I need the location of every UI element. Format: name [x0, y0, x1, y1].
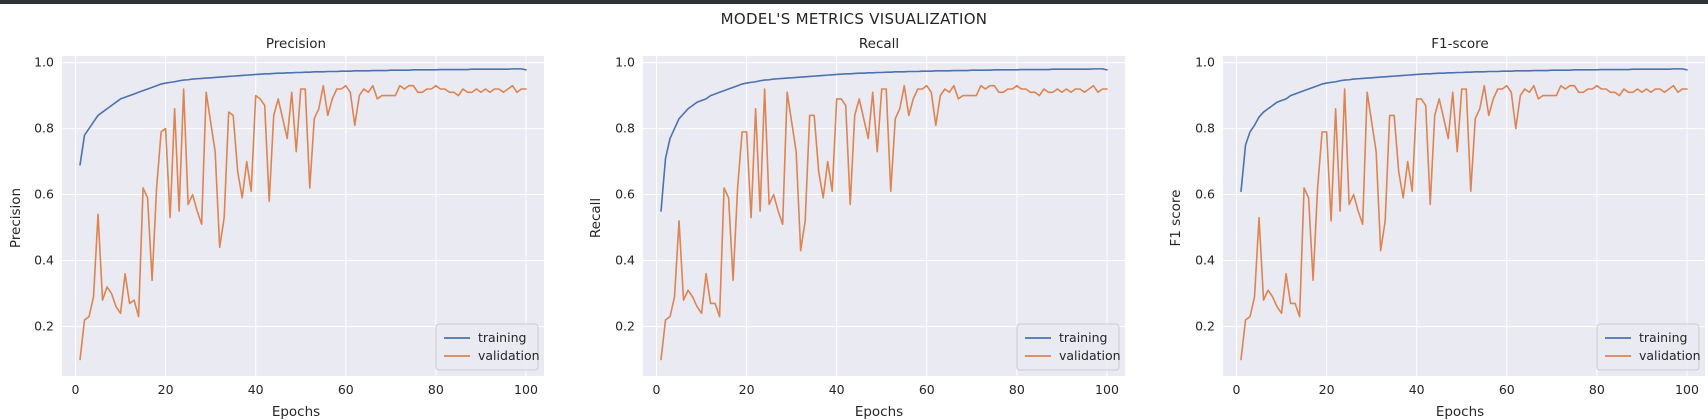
- x-axis-label: Epochs: [855, 404, 903, 420]
- x-tick-label: 40: [248, 382, 264, 397]
- legend: training validation: [1596, 323, 1701, 371]
- x-tick-label: 100: [514, 382, 538, 397]
- x-tick-label: 60: [1499, 382, 1515, 397]
- y-tick-label: 0.8: [615, 121, 635, 136]
- x-tick-label: 40: [1409, 382, 1425, 397]
- validation-line: [1240, 84, 1688, 361]
- f1-score-chart: F1-score 0 20 40 60 80 100 0.2 0.4 0.6 0.8 1.0 Epo…: [1168, 36, 1705, 420]
- legend-label-training: training: [1059, 330, 1107, 345]
- y-tick-label: 0.6: [1195, 187, 1215, 202]
- y-axis-label: Precision: [8, 188, 24, 248]
- legend-label-validation: validation: [1059, 348, 1121, 363]
- y-tick-label: 0.4: [615, 253, 635, 268]
- legend-label-validation: validation: [1639, 348, 1701, 363]
- y-tick-label: 0.8: [34, 121, 54, 136]
- x-tick-label: 0: [653, 382, 661, 397]
- x-tick-label: 20: [1319, 382, 1335, 397]
- window-top-bar: [0, 0, 1708, 4]
- chart-title: F1-score: [1431, 36, 1489, 52]
- y-tick-label: 0.4: [1195, 253, 1215, 268]
- x-tick-label: 40: [829, 382, 845, 397]
- y-tick-label: 0.2: [615, 319, 635, 334]
- x-tick-label: 60: [919, 382, 935, 397]
- y-axis-label: F1 score: [1168, 190, 1184, 247]
- validation-line: [79, 84, 527, 361]
- x-tick-label: 60: [338, 382, 354, 397]
- x-axis-label: Epochs: [1436, 404, 1484, 420]
- y-tick-label: 0.2: [34, 319, 54, 334]
- plot-area: 0 20 40 60 80 100 0.2 0.4 0.6 0.8 1.0: [1195, 55, 1705, 397]
- y-tick-label: 0.6: [615, 187, 635, 202]
- legend-box: [1016, 323, 1120, 371]
- y-tick-label: 1.0: [1195, 55, 1215, 70]
- validation-line: [660, 84, 1108, 361]
- legend-label-training: training: [1639, 330, 1687, 345]
- legend: training validation: [435, 323, 540, 371]
- y-tick-label: 1.0: [34, 55, 54, 70]
- legend: training validation: [1016, 323, 1121, 371]
- x-tick-label: 0: [72, 382, 80, 397]
- x-tick-label: 80: [1009, 382, 1025, 397]
- y-tick-label: 1.0: [615, 55, 635, 70]
- x-tick-label: 80: [428, 382, 444, 397]
- y-tick-label: 0.2: [1195, 319, 1215, 334]
- training-line: [660, 68, 1108, 212]
- training-line: [1240, 68, 1688, 193]
- plot-area: 0 20 40 60 80 100 0.2 0.4 0.6 0.8 1.0: [615, 55, 1125, 397]
- chart-title: Recall: [859, 36, 899, 52]
- x-tick-label: 100: [1095, 382, 1119, 397]
- training-line: [79, 68, 527, 166]
- precision-chart: Precision 0 20 40 60 80 100 0.2 0.4 0.6 0.8 1.0 Ep…: [8, 36, 544, 420]
- legend-label-validation: validation: [478, 348, 540, 363]
- chart-title: Precision: [266, 36, 326, 52]
- recall-chart: Recall 0 20 40 60 80 100 0.2 0.4 0.6 0.8 1.0 Epoch…: [588, 36, 1125, 420]
- plot-area: 0 20 40 60 80 100 0.2 0.4 0.6 0.8 1.0: [34, 55, 544, 397]
- x-tick-label: 20: [158, 382, 174, 397]
- legend-label-training: training: [478, 330, 526, 345]
- x-tick-label: 20: [739, 382, 755, 397]
- y-tick-label: 0.8: [1195, 121, 1215, 136]
- y-tick-label: 0.6: [34, 187, 54, 202]
- x-tick-label: 100: [1675, 382, 1699, 397]
- x-tick-label: 80: [1589, 382, 1605, 397]
- legend-box: [435, 323, 539, 371]
- y-axis-label: Recall: [588, 198, 604, 238]
- figure-title: MODEL'S METRICS VISUALIZATION: [721, 10, 988, 28]
- y-tick-label: 0.4: [34, 253, 54, 268]
- x-axis-label: Epochs: [272, 404, 320, 420]
- x-tick-label: 0: [1233, 382, 1241, 397]
- legend-box: [1596, 323, 1700, 371]
